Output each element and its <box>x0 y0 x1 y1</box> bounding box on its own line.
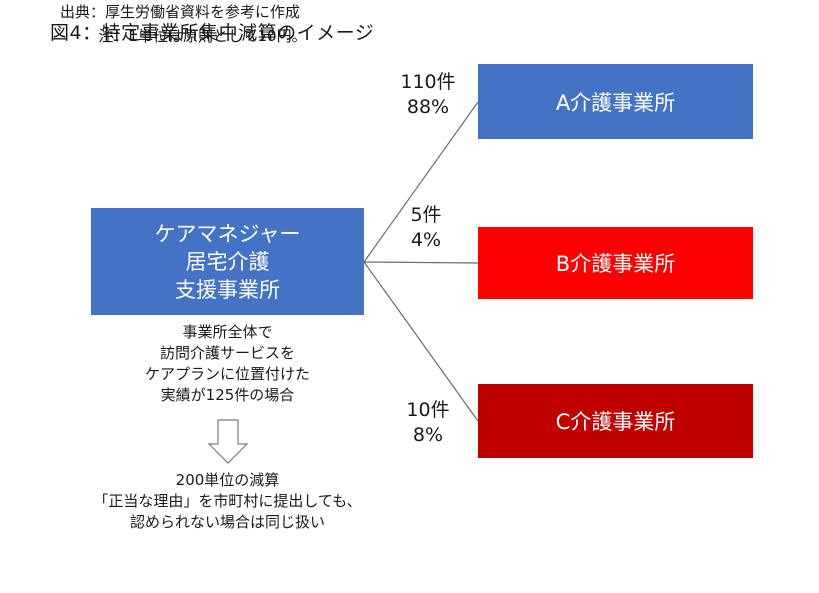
source-box-line: 支援事業所 <box>175 277 280 302</box>
care-office-c-box: C介護事業所 <box>478 384 753 458</box>
target-a-percent: 88% <box>406 96 450 118</box>
source-box-line: ケアマネジャー <box>154 221 301 246</box>
connector-line-c <box>363 261 479 422</box>
result-description: 200単位の減算 「正当な理由」を市町村に提出しても、 認められない場合は同じ扱… <box>40 470 415 533</box>
description-line: 事業所全体で <box>182 323 273 341</box>
description-line: 訪問介護サービスを <box>159 344 295 362</box>
result-line: 認められない場合は同じ扱い <box>129 513 325 531</box>
target-b-count: 5件 <box>410 204 442 226</box>
target-c-stats: 10件 8% <box>396 398 460 448</box>
target-c-percent: 8% <box>412 424 444 446</box>
care-manager-office-box: ケアマネジャー 居宅介護 支援事業所 <box>91 208 364 315</box>
target-b-percent: 4% <box>410 229 442 251</box>
target-c-count: 10件 <box>406 399 450 421</box>
care-office-a-box: A介護事業所 <box>478 64 753 139</box>
source-note: 出典：厚生労働省資料を参考に作成 <box>59 3 300 21</box>
footnotes: 出典：厚生労働省資料を参考に作成 注：1単位は原則として10円。 <box>0 0 360 48</box>
target-b-stats: 5件 4% <box>394 203 458 253</box>
result-line: 200単位の減算 <box>175 471 280 489</box>
down-arrow-icon <box>207 419 249 464</box>
care-office-b-box: B介護事業所 <box>478 227 753 299</box>
target-a-stats: 110件 88% <box>392 70 464 120</box>
description-line: ケアプランに位置付けた <box>144 365 310 383</box>
source-box-line: 居宅介護 <box>185 249 270 274</box>
connector-line-a <box>363 101 479 263</box>
unit-note: 注：1単位は原則として10円。 <box>98 27 307 45</box>
description-line: 実績が125件の場合 <box>160 386 295 404</box>
connector-line-b <box>363 261 479 264</box>
figure-title: 図4：特定事業所集中減算のイメージ <box>50 22 375 44</box>
care-office-b-label: B介護事業所 <box>555 252 676 276</box>
target-a-count: 110件 <box>400 71 456 93</box>
result-line: 「正当な理由」を市町村に提出しても、 <box>93 492 362 510</box>
care-office-c-label: C介護事業所 <box>555 410 676 434</box>
source-description: 事業所全体で 訪問介護サービスを ケアプランに位置付けた 実績が125件の場合 <box>91 322 364 406</box>
care-office-a-label: A介護事業所 <box>555 90 676 115</box>
